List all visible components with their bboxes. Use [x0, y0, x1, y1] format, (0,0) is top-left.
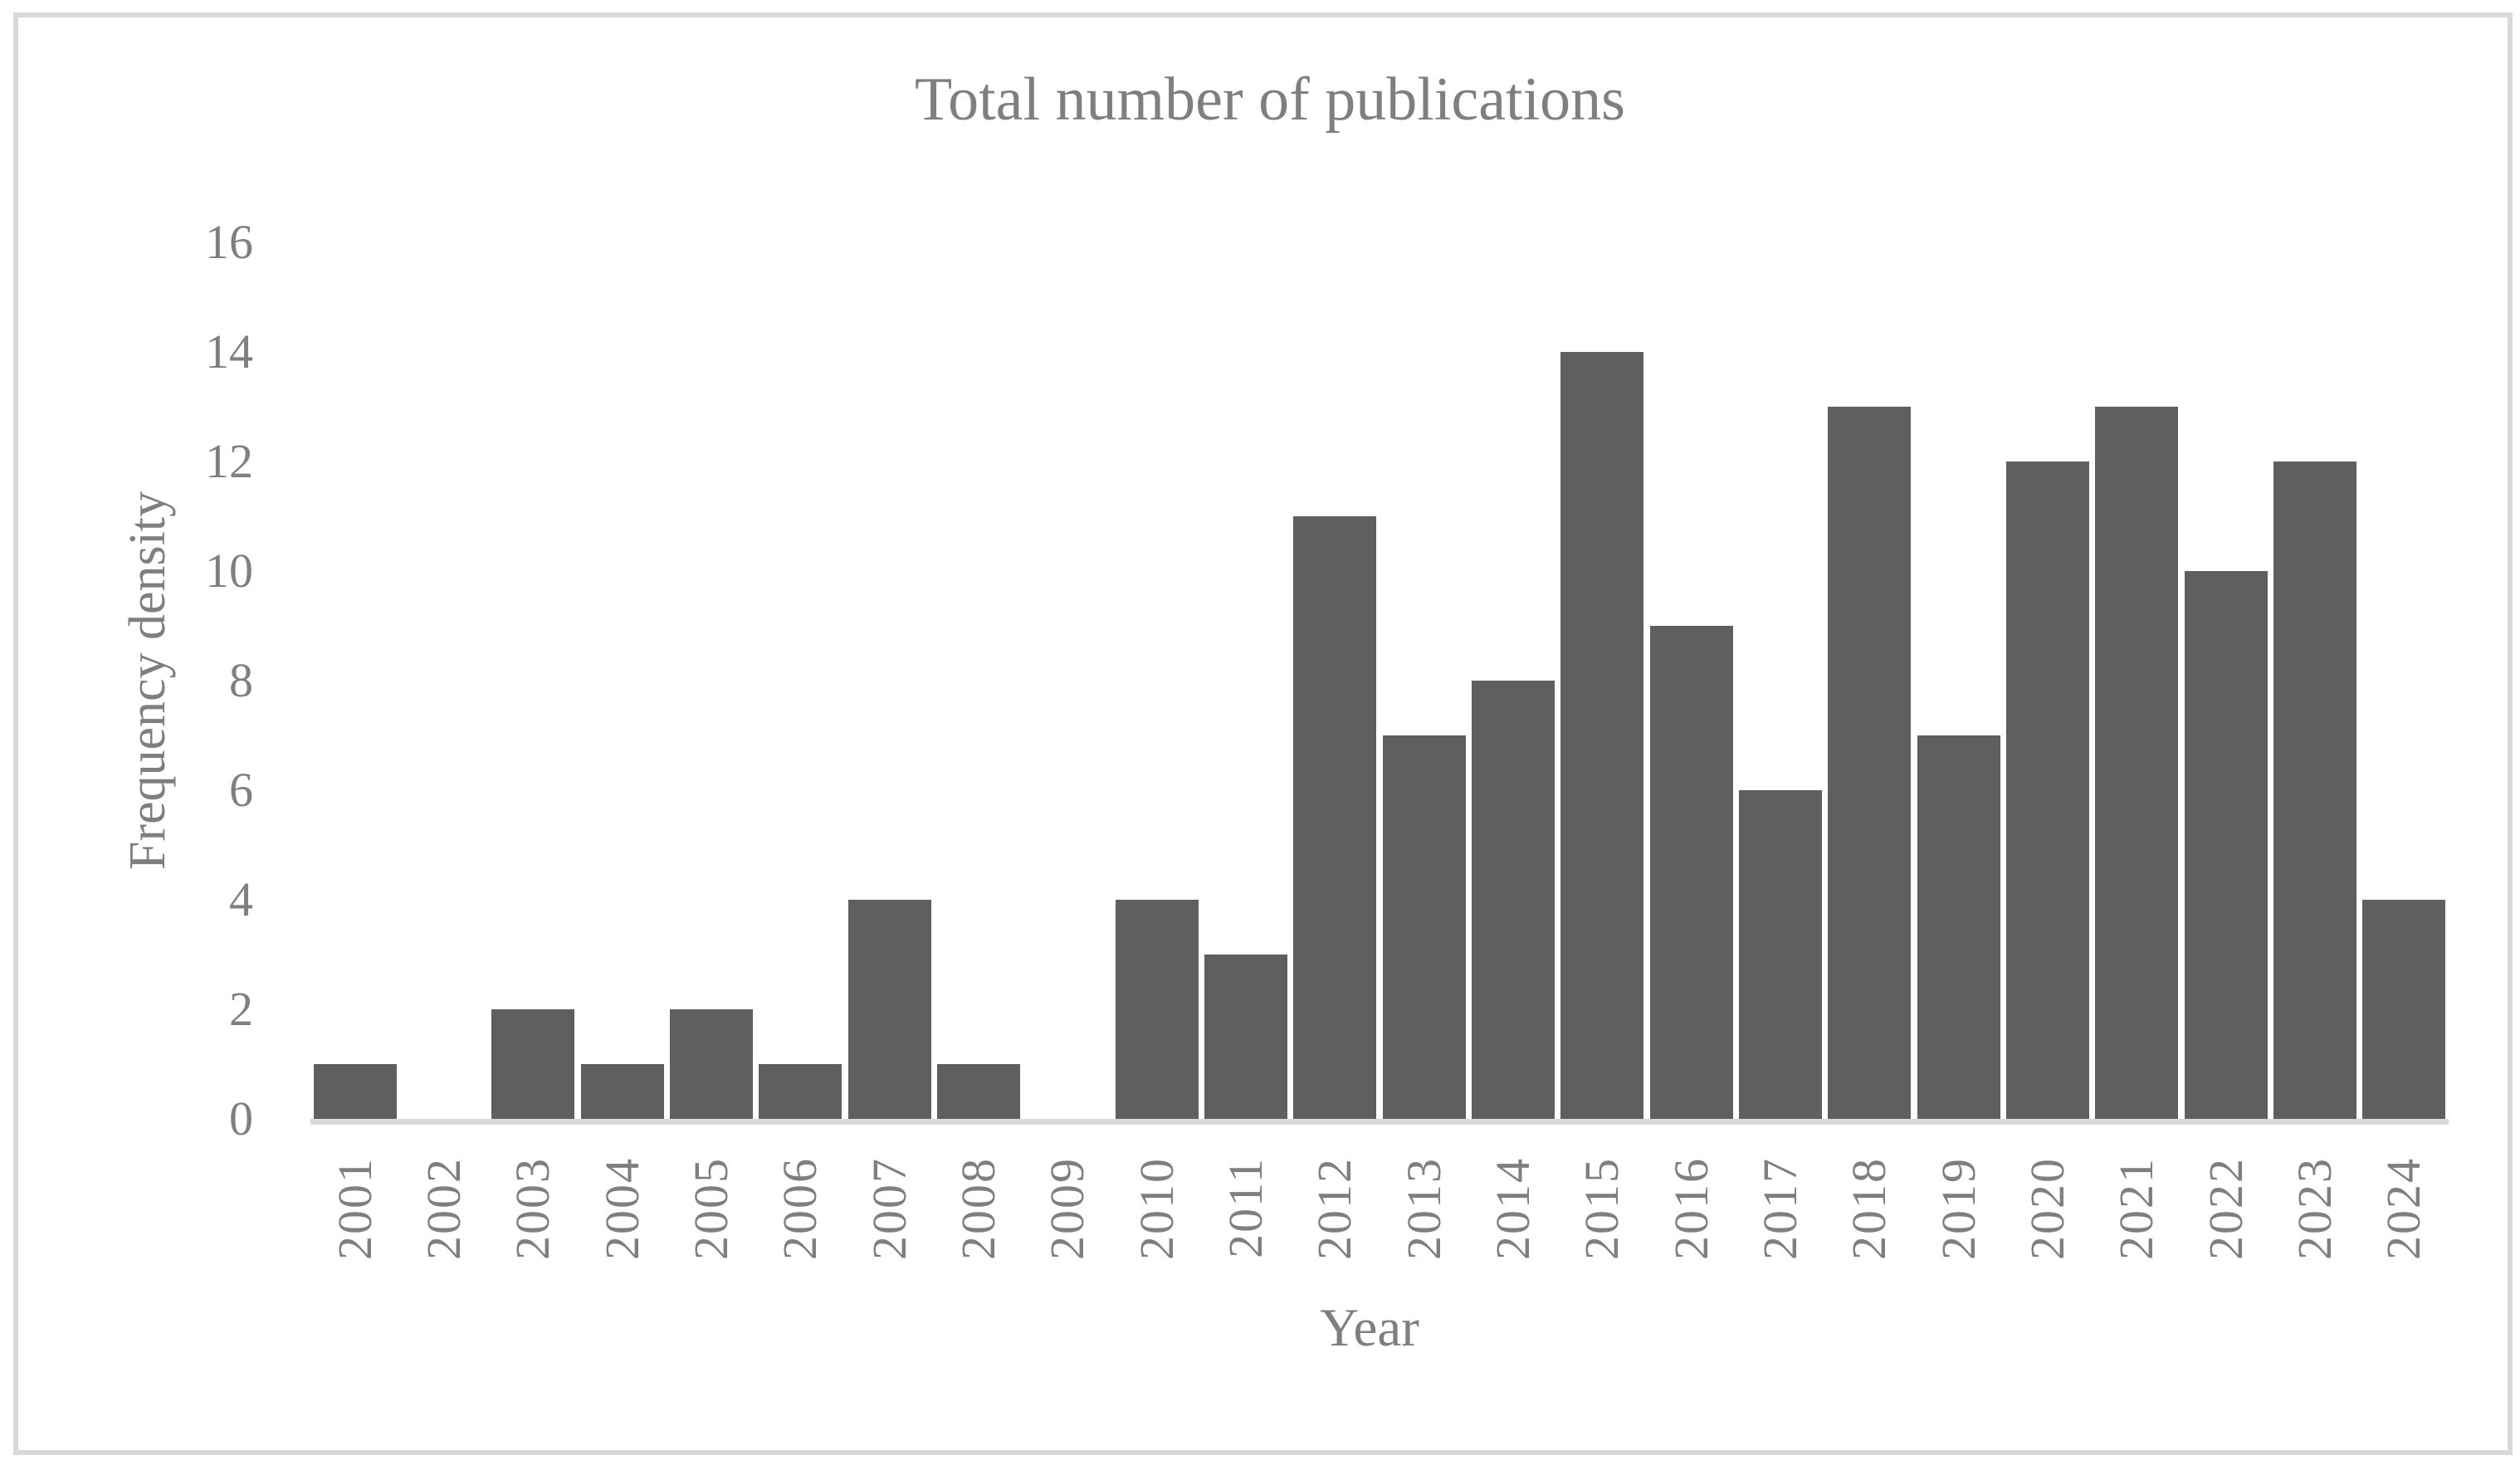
- x-tick-label-2006: 2006: [773, 1157, 828, 1260]
- x-tick-label-2021: 2021: [2109, 1157, 2164, 1260]
- y-tick-label-4: 4: [229, 872, 253, 926]
- bar-2001: [313, 1064, 397, 1119]
- x-tick-label-2014: 2014: [1486, 1157, 1540, 1260]
- y-tick-label-14: 14: [205, 325, 253, 378]
- y-tick-label-0: 0: [229, 1091, 253, 1145]
- x-tick-label-2010: 2010: [1129, 1157, 1184, 1260]
- x-tick-label-2013: 2013: [1396, 1157, 1451, 1260]
- bar-2018: [1828, 407, 1912, 1119]
- x-axis-line: [310, 1119, 2449, 1125]
- bar-2003: [491, 1009, 575, 1119]
- x-tick-label-2005: 2005: [684, 1157, 738, 1260]
- bar-2013: [1382, 735, 1466, 1119]
- bar-2020: [2006, 461, 2089, 1119]
- x-tick-label-2002: 2002: [417, 1157, 471, 1260]
- x-tick-label-2004: 2004: [594, 1157, 649, 1260]
- x-tick-label-2019: 2019: [1931, 1157, 1985, 1260]
- x-tick-label-2017: 2017: [1753, 1157, 1807, 1260]
- x-tick-label-2007: 2007: [862, 1157, 916, 1260]
- y-tick-label-16: 16: [205, 215, 253, 269]
- x-tick-label-2020: 2020: [2020, 1157, 2074, 1260]
- bar-2010: [1115, 900, 1199, 1119]
- bar-2024: [2362, 900, 2446, 1119]
- bar-2011: [1204, 955, 1287, 1119]
- x-axis-title: Year: [1320, 1298, 1419, 1358]
- x-tick-label-2016: 2016: [1663, 1157, 1718, 1260]
- y-tick-label-6: 6: [229, 763, 253, 817]
- x-tick-label-2012: 2012: [1307, 1157, 1362, 1260]
- y-tick-label-12: 12: [205, 434, 253, 488]
- bar-2016: [1649, 626, 1733, 1119]
- bar-2017: [1739, 790, 1822, 1119]
- bar-2014: [1472, 681, 1555, 1119]
- bar-2007: [847, 900, 931, 1119]
- bar-2005: [670, 1009, 753, 1119]
- y-axis-title: Frequency density: [120, 491, 176, 871]
- x-tick-label-2015: 2015: [1575, 1157, 1629, 1260]
- bar-2019: [1917, 735, 2000, 1119]
- x-tick-label-2008: 2008: [951, 1157, 1005, 1260]
- x-tick-label-2009: 2009: [1040, 1157, 1095, 1260]
- y-tick-label-2: 2: [229, 982, 253, 1036]
- x-tick-label-2023: 2023: [2288, 1157, 2342, 1260]
- y-tick-label-10: 10: [205, 544, 253, 598]
- y-tick-label-8: 8: [229, 653, 253, 707]
- bar-2021: [2095, 407, 2179, 1119]
- plot-area: [310, 242, 2449, 1119]
- bar-2004: [580, 1064, 664, 1119]
- bar-2015: [1560, 352, 1644, 1119]
- bar-2008: [937, 1064, 1020, 1119]
- x-tick-label-2018: 2018: [1842, 1157, 1897, 1260]
- bar-2022: [2184, 571, 2268, 1119]
- x-tick-label-2022: 2022: [2198, 1157, 2253, 1260]
- x-tick-label-2024: 2024: [2376, 1157, 2431, 1260]
- bar-2006: [759, 1064, 842, 1119]
- chart-title: Total number of publications: [915, 66, 1625, 134]
- x-tick-label-2011: 2011: [1218, 1157, 1272, 1258]
- bar-2012: [1293, 516, 1377, 1119]
- bar-2023: [2273, 461, 2356, 1119]
- x-tick-label-2001: 2001: [327, 1157, 382, 1260]
- x-tick-label-2003: 2003: [505, 1157, 560, 1260]
